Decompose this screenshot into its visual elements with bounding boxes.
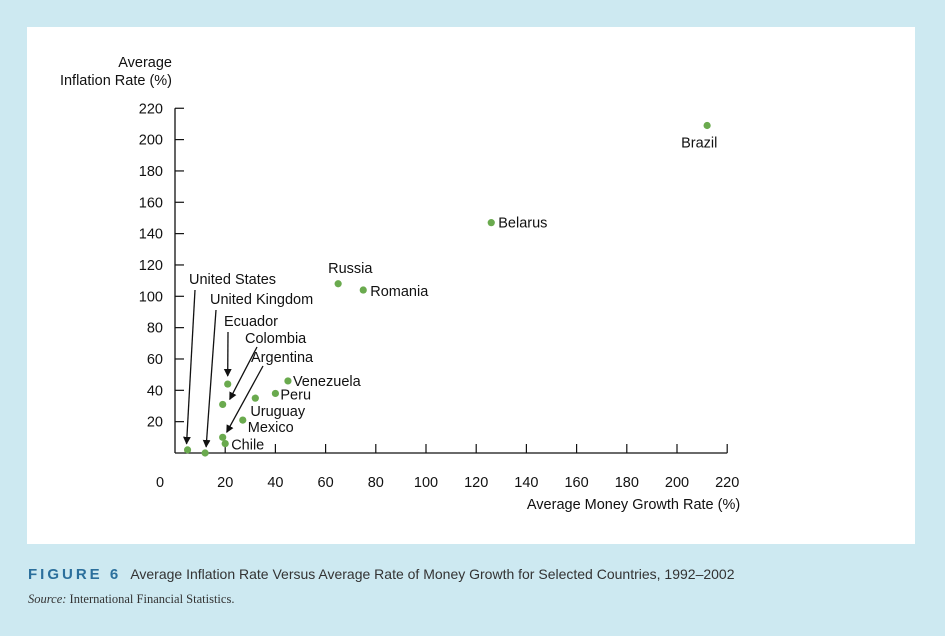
data-point-colombia: [219, 400, 227, 409]
point-label-peru: Peru: [280, 387, 311, 403]
y-tick-label: 60: [147, 352, 163, 368]
callout-arrow-colombia: [229, 346, 258, 401]
data-point-argentina: [219, 433, 227, 441]
figure-caption-text: Average Inflation Rate Versus Average Ra…: [130, 566, 735, 582]
figure-caption: FIGURE 6 Average Inflation Rate Versus A…: [28, 566, 735, 583]
x-tick-label: 160: [564, 475, 588, 491]
x-tick-label: 20: [217, 475, 233, 491]
point-label-ecuador: Ecuador: [224, 314, 278, 330]
data-point-peru: [271, 389, 279, 398]
x-axis-title: Average Money Growth Rate (%): [527, 497, 740, 513]
x-tick-label: 140: [514, 475, 538, 491]
y-tick-label: 40: [147, 383, 163, 399]
y-axis-title-line1: Average: [118, 55, 172, 71]
x-tick-label: 0: [156, 475, 164, 491]
x-tick-label: 100: [414, 475, 438, 491]
data-point-united-states: [183, 446, 192, 454]
source-key: Source:: [28, 592, 67, 606]
y-tick-label: 100: [139, 289, 163, 305]
data-point-chile: [221, 439, 229, 448]
data-point-mexico: [239, 416, 247, 424]
x-tick-label: 40: [267, 475, 283, 491]
x-tick-label: 60: [318, 475, 334, 491]
point-label-mexico: Mexico: [248, 420, 294, 436]
callout-arrow-argentina: [226, 365, 264, 434]
point-label-belarus: Belarus: [498, 216, 547, 232]
scatter-chart: 20 40 60 80 100 120 140 160 180 200 220 0 20 40 60 80 10…: [60, 55, 740, 513]
x-tick-label: 200: [665, 475, 689, 491]
point-label-russia: Russia: [328, 261, 373, 277]
point-label-venezuela: Venezuela: [293, 374, 362, 390]
data-point-romania: [359, 286, 367, 294]
y-tick-label: 200: [139, 133, 163, 149]
source-text: International Financial Statistics.: [69, 592, 235, 606]
point-label-chile: Chile: [231, 438, 264, 454]
point-label-brazil: Brazil: [681, 135, 717, 151]
x-tick-label: 220: [715, 475, 739, 491]
x-tick-label: 120: [464, 475, 488, 491]
y-tick-label: 180: [139, 164, 163, 180]
data-point-united-kingdom: [201, 449, 209, 457]
y-tick-label: 120: [139, 258, 163, 274]
data-point-russia: [334, 280, 342, 288]
chart-panel: 20 40 60 80 100 120 140 160 180 200 220 0 20 40 60 80 10…: [27, 27, 915, 544]
y-tick-label: 80: [147, 321, 163, 337]
y-axis-title-line2: Inflation Rate (%): [60, 73, 172, 89]
y-tick-label: 220: [139, 101, 163, 117]
callout-arrow-united-kingdom: [202, 309, 217, 448]
point-label-romania: Romania: [370, 284, 429, 300]
point-label-united-kingdom: United Kingdom: [210, 292, 313, 308]
y-tick-label: 140: [139, 227, 163, 243]
point-label-colombia: Colombia: [245, 331, 307, 347]
y-tick-label: 160: [139, 195, 163, 211]
figure-label: FIGURE 6: [28, 566, 122, 583]
data-point-venezuela: [284, 377, 292, 385]
data-point-ecuador: [224, 380, 232, 388]
data-point-brazil: [703, 121, 711, 130]
figure-source: Source: International Financial Statisti…: [28, 592, 234, 607]
y-tick-label: 20: [147, 415, 163, 431]
callout-arrow-united-states: [183, 289, 196, 445]
x-tick-label: 180: [615, 475, 639, 491]
x-tick-label: 80: [368, 475, 384, 491]
point-label-uruguay: Uruguay: [250, 404, 306, 420]
point-label-united-states: United States: [189, 272, 276, 288]
data-point-belarus: [487, 219, 495, 227]
data-point-uruguay: [251, 394, 259, 402]
point-label-argentina: Argentina: [251, 350, 314, 366]
